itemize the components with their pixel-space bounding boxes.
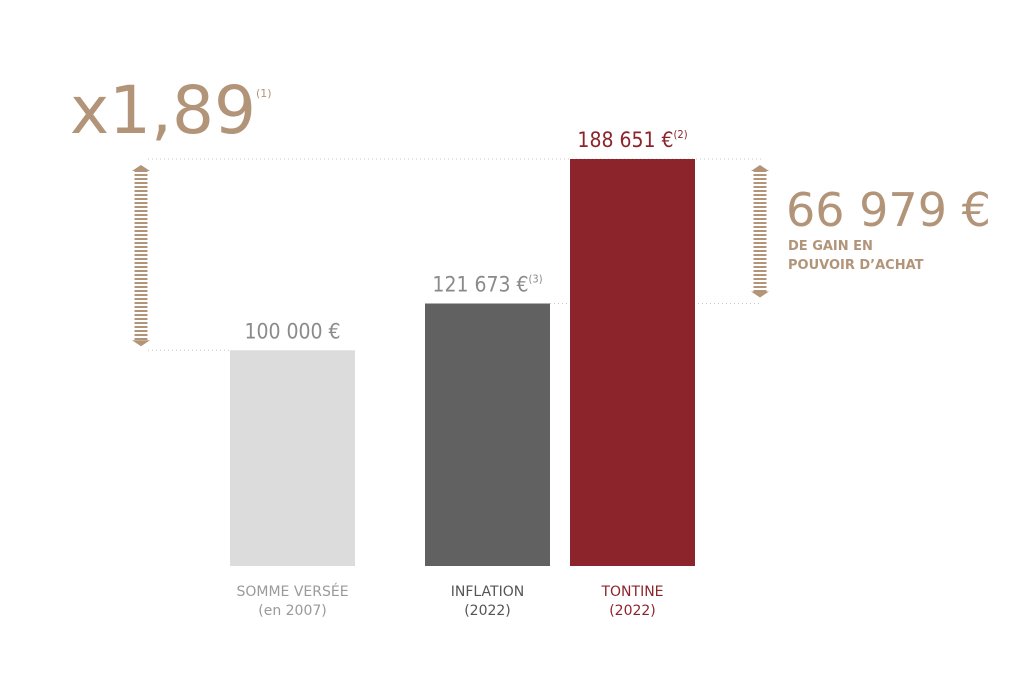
gain-label: DE GAIN EN [788,239,873,254]
value-label: 121 673 €(3) [432,272,542,296]
arrow-head [132,165,150,171]
arrow-head [751,165,769,171]
bar [425,303,550,566]
multiplier-text: x1,89 [70,72,256,149]
gain-label: POUVOIR D’ACHAT [788,258,924,273]
category-sublabel: (en 2007) [258,603,327,619]
arrow-head [751,291,769,298]
value-label: 100 000 € [244,319,340,343]
gain-value: 66 979 € [786,183,991,237]
value-label: 188 651 €(2) [577,128,687,152]
multiplier: x1,89(1) [70,72,272,149]
arrow-head [132,340,150,347]
bar [570,159,695,566]
value-note: (3) [529,272,543,285]
category-sublabel: (2022) [464,603,511,619]
category-label: TONTINE [600,584,663,600]
value-text: 121 673 € [432,272,528,296]
value-text: 100 000 € [244,319,340,343]
category-label: INFLATION [451,584,524,600]
category-sublabel: (2022) [609,603,656,619]
value-note: (2) [674,128,688,141]
category-label: SOMME VERSÉE [236,583,348,600]
bar [230,350,355,566]
multiplier-note: (1) [256,87,272,100]
value-text: 188 651 € [577,128,673,152]
